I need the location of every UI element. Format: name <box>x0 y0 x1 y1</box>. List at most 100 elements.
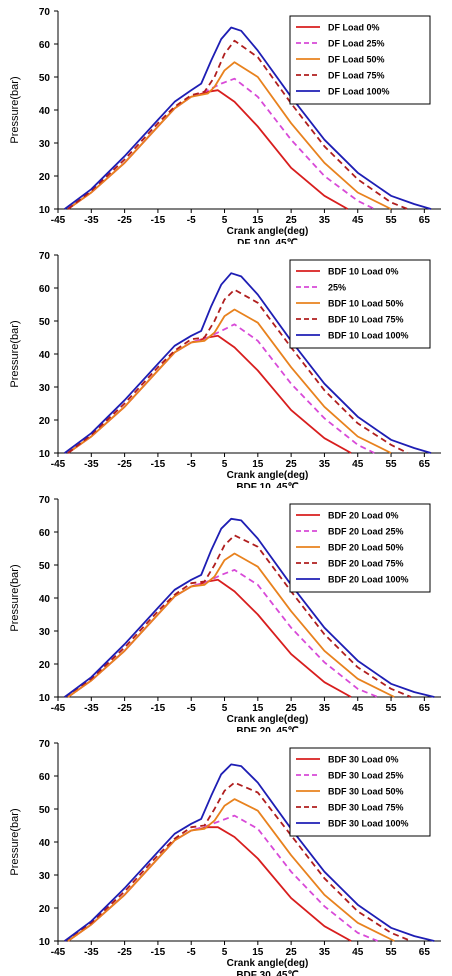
y-axis-title: Pressure(bar) <box>9 320 21 387</box>
y-tick-label: 40 <box>39 106 51 117</box>
chart-2: 10 20 30 40 50 60 70 -45 -35 -25 -15 -5 5 15 25 35 45 55 6… <box>9 251 441 488</box>
x-tick-label: -45 <box>51 215 66 226</box>
x-tick-label: 65 <box>419 703 431 714</box>
legend-label: BDF 20 Load 25% <box>328 527 404 537</box>
y-tick-label: 60 <box>39 772 51 783</box>
series-line-3 <box>67 798 395 942</box>
legend-label: BDF 20 Load 50% <box>328 543 404 553</box>
x-tick-label: -35 <box>84 947 99 958</box>
x-tick-label: -45 <box>51 947 66 958</box>
y-tick-label: 20 <box>39 172 51 183</box>
series-line-5 <box>64 763 435 942</box>
y-tick-label: 60 <box>39 528 51 539</box>
x-tick-label: 25 <box>286 459 298 470</box>
y-tick-label: 20 <box>39 904 51 915</box>
x-tick-label: 15 <box>252 947 264 958</box>
y-tick-label: 50 <box>39 317 51 328</box>
legend-box <box>289 259 431 349</box>
chart-caption: BDF 10, 45℃ <box>236 482 298 488</box>
x-tick-label: -5 <box>187 215 196 226</box>
y-tick-label: 10 <box>39 449 51 460</box>
chart-4: 10 20 30 40 50 60 70 -45 -35 -25 -15 -5 5 15 25 35 45 55 6… <box>9 739 441 976</box>
x-axis-title: Crank angle(deg) <box>227 470 309 481</box>
y-tick-label: 70 <box>39 251 51 262</box>
legend-label: BDF 20 Load 100% <box>328 575 409 585</box>
x-tick-label: -5 <box>187 703 196 714</box>
legend-label: BDF 30 Load 50% <box>328 787 404 797</box>
x-tick-label: -35 <box>84 215 99 226</box>
x-tick-label: 15 <box>252 459 264 470</box>
x-tick-label: 25 <box>286 215 298 226</box>
series-line-3 <box>67 308 392 454</box>
legend-label: 25% <box>328 283 346 293</box>
legend-label: BDF 30 Load 0% <box>328 755 399 765</box>
y-tick-label: 70 <box>39 739 51 750</box>
x-axis-title: Crank angle(deg) <box>227 714 309 725</box>
x-tick-label: 5 <box>222 947 228 958</box>
chart-caption: BDF 20, 45℃ <box>236 726 298 732</box>
x-tick-label: 35 <box>319 459 331 470</box>
x-tick-label: -45 <box>51 459 66 470</box>
x-tick-label: 45 <box>352 947 364 958</box>
y-tick-label: 40 <box>39 838 51 849</box>
series-line-5 <box>64 26 432 210</box>
x-tick-label: 45 <box>352 215 364 226</box>
y-tick-label: 60 <box>39 40 51 51</box>
x-tick-label: -25 <box>117 459 132 470</box>
legend-box <box>289 747 431 837</box>
y-tick-label: 40 <box>39 350 51 361</box>
legend-label: DF Load 50% <box>328 55 385 65</box>
legend-box <box>289 503 431 593</box>
x-tick-label: 55 <box>385 459 397 470</box>
x-tick-label: 15 <box>252 703 264 714</box>
legend-label: BDF 10 Load 0% <box>328 267 399 277</box>
x-tick-label: 55 <box>385 947 397 958</box>
y-tick-label: 10 <box>39 205 51 216</box>
x-tick-label: 65 <box>419 215 431 226</box>
x-tick-label: 35 <box>319 947 331 958</box>
y-axis-title: Pressure(bar) <box>9 564 21 631</box>
y-axis-title: Pressure(bar) <box>9 76 21 143</box>
y-tick-label: 60 <box>39 284 51 295</box>
x-tick-label: 35 <box>319 703 331 714</box>
y-tick-label: 70 <box>39 495 51 506</box>
x-tick-label: 55 <box>385 215 397 226</box>
y-axis-title: Pressure(bar) <box>9 808 21 875</box>
legend-label: BDF 10 Load 100% <box>328 331 409 341</box>
y-tick-label: 30 <box>39 627 51 638</box>
y-tick-label: 20 <box>39 660 51 671</box>
legend-label: DF Load 0% <box>328 23 380 33</box>
y-tick-label: 20 <box>39 416 51 427</box>
x-tick-label: 5 <box>222 459 228 470</box>
x-tick-label: -15 <box>151 703 166 714</box>
y-tick-label: 40 <box>39 594 51 605</box>
chart-1: 10 20 30 40 50 60 70 -45 -35 -25 -15 -5 5 15 25 35 45 55 6… <box>9 7 441 244</box>
x-tick-label: 65 <box>419 459 431 470</box>
series-line-5 <box>64 272 432 454</box>
x-tick-label: 25 <box>286 703 298 714</box>
legend-label: BDF 10 Load 75% <box>328 315 404 325</box>
legend-label: BDF 30 Load 25% <box>328 771 404 781</box>
legend-label: BDF 20 Load 75% <box>328 559 404 569</box>
series-line-1 <box>67 334 352 454</box>
x-tick-label: -15 <box>151 459 166 470</box>
x-tick-label: 5 <box>222 703 228 714</box>
x-tick-label: -15 <box>151 947 166 958</box>
x-tick-label: -5 <box>187 459 196 470</box>
x-tick-label: 15 <box>252 215 264 226</box>
y-tick-label: 50 <box>39 73 51 84</box>
x-axis-title: Crank angle(deg) <box>227 958 309 969</box>
y-tick-label: 30 <box>39 871 51 882</box>
series-line-1 <box>67 826 352 942</box>
chart-caption: DF 100, 45℃ <box>237 238 298 244</box>
series-line-4 <box>64 534 412 698</box>
y-tick-label: 50 <box>39 805 51 816</box>
x-tick-label: -35 <box>84 459 99 470</box>
x-tick-label: -15 <box>151 215 166 226</box>
series-line-1 <box>67 578 352 698</box>
y-tick-label: 10 <box>39 937 51 948</box>
x-axis-title: Crank angle(deg) <box>227 226 309 237</box>
legend-label: DF Load 25% <box>328 39 385 49</box>
y-tick-label: 30 <box>39 383 51 394</box>
legend-label: BDF 20 Load 0% <box>328 511 399 521</box>
